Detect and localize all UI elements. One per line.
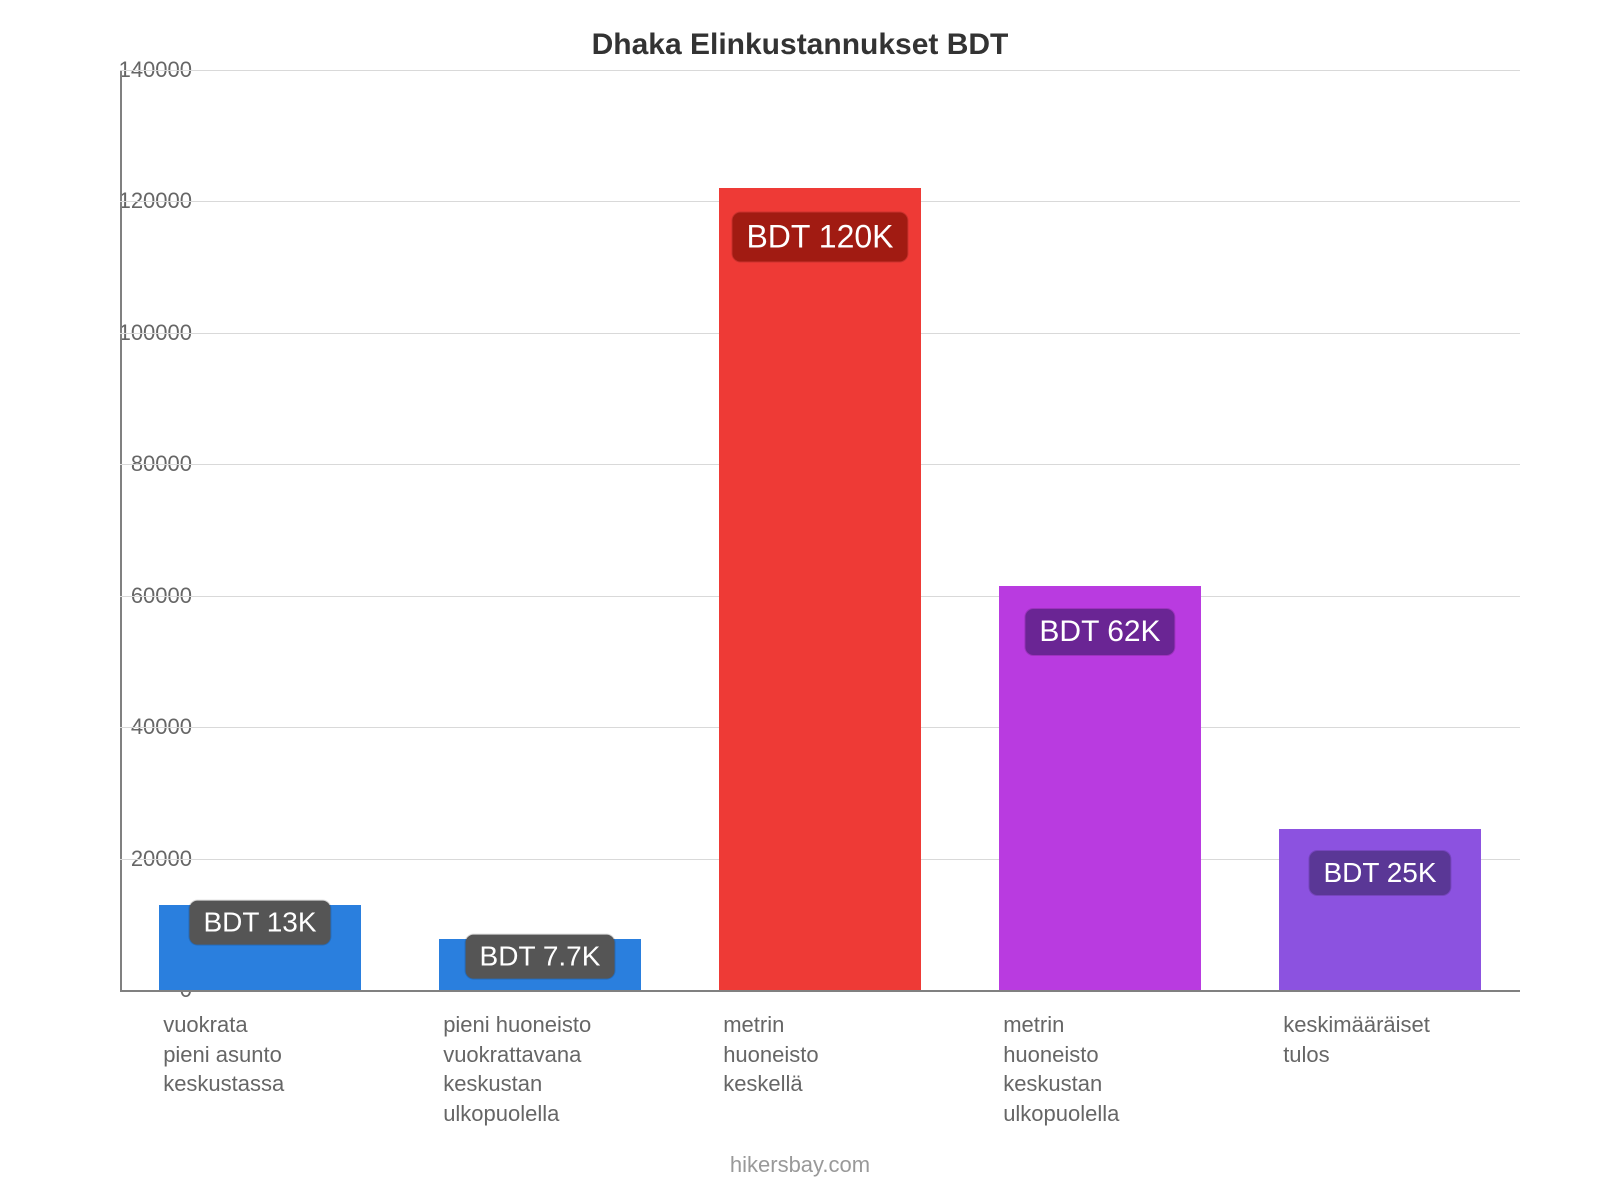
chart-container: Dhaka Elinkustannukset BDT 0200004000060… — [0, 0, 1600, 1200]
bar: BDT 13K — [159, 905, 361, 990]
bar: BDT 25K — [1279, 829, 1481, 990]
chart-title: Dhaka Elinkustannukset BDT — [0, 28, 1600, 62]
gridline — [120, 70, 1520, 71]
category-label: vuokrata pieni asunto keskustassa — [163, 1010, 413, 1099]
plot-area: BDT 13K BDT 7.7K BDT 120K BDT 62K BDT 25K — [120, 70, 1520, 990]
bar: BDT 62K — [999, 586, 1201, 990]
value-badge: BDT 25K — [1309, 851, 1450, 895]
bar: BDT 120K — [719, 188, 921, 990]
value-badge: BDT 13K — [189, 900, 330, 944]
value-badge: BDT 120K — [732, 213, 907, 262]
x-axis-line — [120, 990, 1520, 992]
category-label: keskimääräiset tulos — [1283, 1010, 1533, 1069]
category-label: metrin huoneisto keskustan ulkopuolella — [1003, 1010, 1253, 1129]
value-badge: BDT 7.7K — [466, 935, 615, 979]
footer-attribution: hikersbay.com — [0, 1152, 1600, 1178]
bar: BDT 7.7K — [439, 939, 641, 990]
category-label: metrin huoneisto keskellä — [723, 1010, 973, 1099]
value-badge: BDT 62K — [1025, 609, 1174, 655]
category-label: pieni huoneisto vuokrattavana keskustan … — [443, 1010, 693, 1129]
